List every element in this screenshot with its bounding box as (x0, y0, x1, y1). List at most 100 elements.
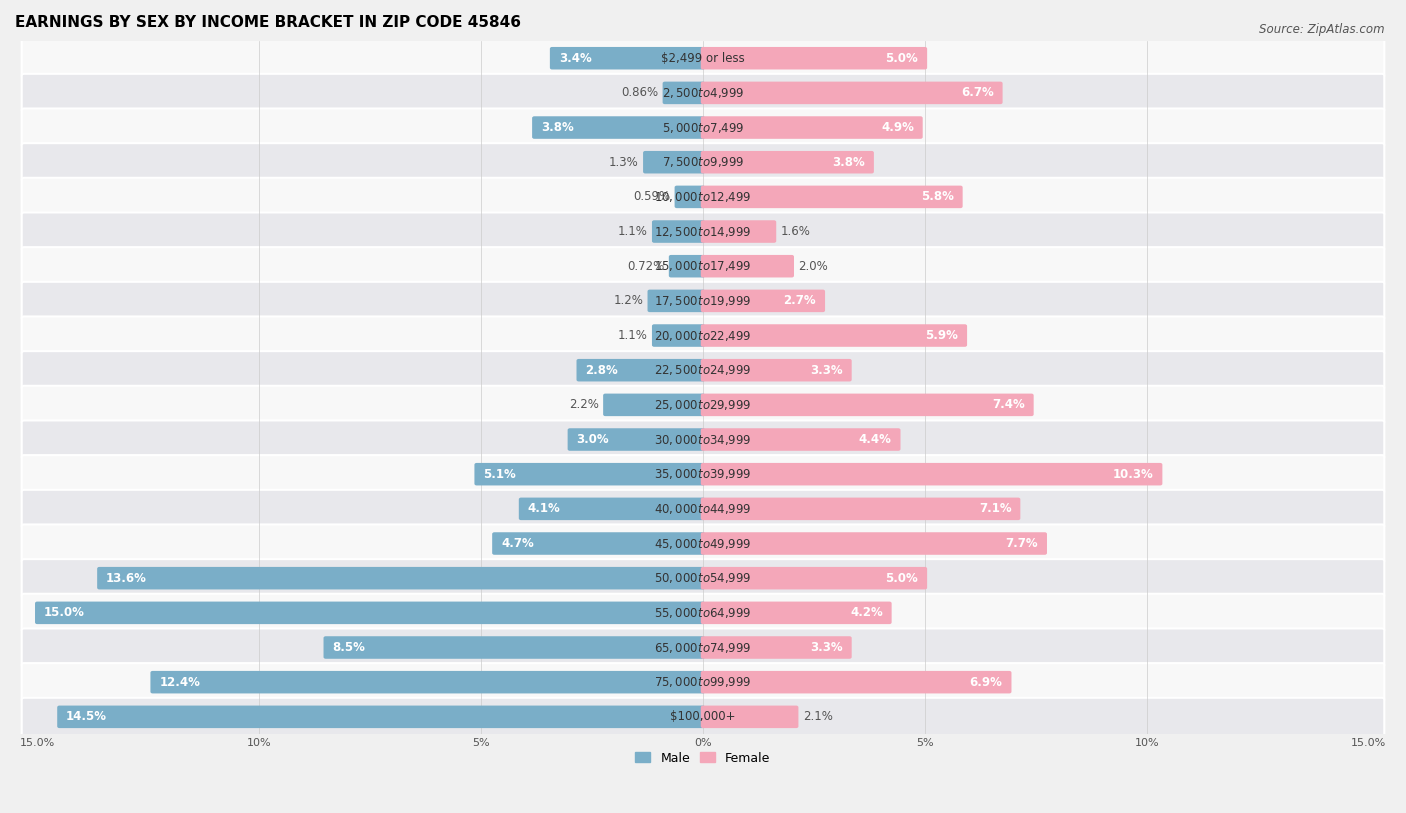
Text: $20,000 to $22,499: $20,000 to $22,499 (654, 328, 752, 342)
Text: 6.9%: 6.9% (970, 676, 1002, 689)
Text: $5,000 to $7,499: $5,000 to $7,499 (662, 120, 744, 134)
FancyBboxPatch shape (576, 359, 706, 381)
Text: 0.72%: 0.72% (627, 259, 665, 272)
Text: 3.4%: 3.4% (558, 52, 592, 65)
Text: 1.1%: 1.1% (617, 225, 648, 238)
FancyBboxPatch shape (21, 247, 1385, 285)
Text: $2,500 to $4,999: $2,500 to $4,999 (662, 86, 744, 100)
FancyBboxPatch shape (700, 185, 963, 208)
FancyBboxPatch shape (21, 455, 1385, 493)
FancyBboxPatch shape (700, 81, 1002, 104)
Text: 7.7%: 7.7% (1005, 537, 1038, 550)
FancyBboxPatch shape (700, 428, 900, 450)
FancyBboxPatch shape (21, 316, 1385, 354)
FancyBboxPatch shape (21, 212, 1385, 250)
FancyBboxPatch shape (700, 359, 852, 381)
FancyBboxPatch shape (700, 289, 825, 312)
FancyBboxPatch shape (700, 498, 1021, 520)
FancyBboxPatch shape (21, 698, 1385, 736)
Text: 12.4%: 12.4% (159, 676, 200, 689)
FancyBboxPatch shape (58, 706, 706, 728)
Text: $2,499 or less: $2,499 or less (661, 52, 745, 65)
FancyBboxPatch shape (21, 178, 1385, 216)
FancyBboxPatch shape (21, 351, 1385, 389)
FancyBboxPatch shape (21, 282, 1385, 320)
Text: 3.0%: 3.0% (576, 433, 609, 446)
FancyBboxPatch shape (519, 498, 706, 520)
FancyBboxPatch shape (21, 386, 1385, 424)
FancyBboxPatch shape (21, 74, 1385, 112)
FancyBboxPatch shape (700, 116, 922, 139)
FancyBboxPatch shape (531, 116, 706, 139)
FancyBboxPatch shape (700, 602, 891, 624)
Text: 4.4%: 4.4% (859, 433, 891, 446)
FancyBboxPatch shape (700, 393, 1033, 416)
Text: 4.2%: 4.2% (851, 606, 883, 620)
Text: 10.3%: 10.3% (1112, 467, 1153, 480)
Text: 3.8%: 3.8% (832, 156, 865, 169)
Text: 2.1%: 2.1% (803, 711, 832, 724)
FancyBboxPatch shape (669, 255, 706, 277)
Text: 3.8%: 3.8% (541, 121, 574, 134)
FancyBboxPatch shape (652, 220, 706, 243)
Text: $35,000 to $39,999: $35,000 to $39,999 (654, 467, 752, 481)
FancyBboxPatch shape (700, 671, 1011, 693)
FancyBboxPatch shape (700, 706, 799, 728)
FancyBboxPatch shape (700, 255, 794, 277)
FancyBboxPatch shape (323, 637, 706, 659)
Text: 3.3%: 3.3% (810, 363, 842, 376)
FancyBboxPatch shape (700, 47, 927, 69)
Text: $15,000 to $17,499: $15,000 to $17,499 (654, 259, 752, 273)
Text: 1.1%: 1.1% (617, 329, 648, 342)
Text: 5.9%: 5.9% (925, 329, 959, 342)
Text: $10,000 to $12,499: $10,000 to $12,499 (654, 190, 752, 204)
FancyBboxPatch shape (150, 671, 706, 693)
FancyBboxPatch shape (700, 220, 776, 243)
Text: EARNINGS BY SEX BY INCOME BRACKET IN ZIP CODE 45846: EARNINGS BY SEX BY INCOME BRACKET IN ZIP… (15, 15, 522, 30)
Text: $12,500 to $14,999: $12,500 to $14,999 (654, 224, 752, 238)
Text: 1.6%: 1.6% (780, 225, 810, 238)
Text: 0.59%: 0.59% (633, 190, 671, 203)
FancyBboxPatch shape (21, 593, 1385, 632)
FancyBboxPatch shape (21, 420, 1385, 459)
Text: 4.1%: 4.1% (527, 502, 561, 515)
Text: $45,000 to $49,999: $45,000 to $49,999 (654, 537, 752, 550)
Text: $25,000 to $29,999: $25,000 to $29,999 (654, 398, 752, 412)
FancyBboxPatch shape (700, 533, 1047, 554)
Text: 5.8%: 5.8% (921, 190, 953, 203)
Text: 13.6%: 13.6% (105, 572, 146, 585)
Text: 6.7%: 6.7% (960, 86, 994, 99)
Text: $40,000 to $44,999: $40,000 to $44,999 (654, 502, 752, 516)
FancyBboxPatch shape (97, 567, 706, 589)
FancyBboxPatch shape (21, 524, 1385, 563)
Text: 0.86%: 0.86% (621, 86, 658, 99)
Text: 2.7%: 2.7% (783, 294, 815, 307)
Text: 8.5%: 8.5% (332, 641, 366, 654)
Text: 1.2%: 1.2% (613, 294, 643, 307)
Text: 2.2%: 2.2% (569, 398, 599, 411)
Text: 5.0%: 5.0% (886, 52, 918, 65)
Text: 15.0%: 15.0% (44, 606, 84, 620)
Text: 3.3%: 3.3% (810, 641, 842, 654)
FancyBboxPatch shape (652, 324, 706, 347)
Legend: Male, Female: Male, Female (630, 746, 776, 770)
Text: $30,000 to $34,999: $30,000 to $34,999 (654, 433, 752, 446)
FancyBboxPatch shape (675, 185, 706, 208)
Text: 2.8%: 2.8% (585, 363, 619, 376)
Text: $100,000+: $100,000+ (671, 711, 735, 724)
Text: $7,500 to $9,999: $7,500 to $9,999 (662, 155, 744, 169)
FancyBboxPatch shape (700, 324, 967, 347)
FancyBboxPatch shape (568, 428, 706, 450)
Text: 7.1%: 7.1% (979, 502, 1011, 515)
Text: 14.5%: 14.5% (66, 711, 107, 724)
Text: 5.0%: 5.0% (886, 572, 918, 585)
FancyBboxPatch shape (21, 143, 1385, 181)
FancyBboxPatch shape (550, 47, 706, 69)
FancyBboxPatch shape (21, 628, 1385, 667)
Text: 7.4%: 7.4% (993, 398, 1025, 411)
Text: $65,000 to $74,999: $65,000 to $74,999 (654, 641, 752, 654)
Text: 4.9%: 4.9% (882, 121, 914, 134)
Text: $17,500 to $19,999: $17,500 to $19,999 (654, 293, 752, 308)
FancyBboxPatch shape (700, 637, 852, 659)
FancyBboxPatch shape (662, 81, 706, 104)
